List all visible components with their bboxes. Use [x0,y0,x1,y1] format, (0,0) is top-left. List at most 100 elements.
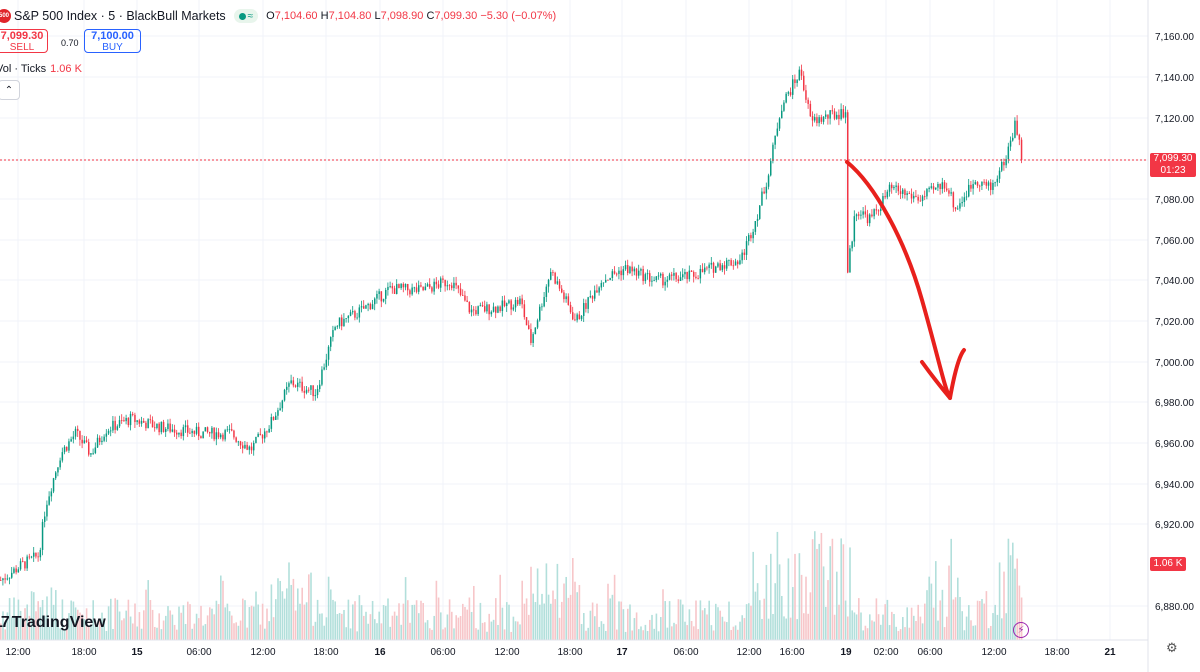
price-tick-label: 7,160.00 [1155,32,1194,43]
volume-bar [583,613,585,640]
price-axis[interactable]: 7,160.007,140.007,120.007,100.007,080.00… [1155,32,1194,613]
candle-body [213,427,215,440]
volume-bar [46,596,48,640]
volume-bar [998,562,1001,640]
time-tick-label: 16 [374,647,386,658]
volume-bar [631,630,633,640]
volume-bar [594,616,596,640]
candle-body [653,280,655,281]
price-tick-label: 7,080.00 [1155,195,1194,206]
candle-body [371,304,374,310]
candle-body [345,318,347,319]
volume-bar [523,603,526,640]
candle-body [695,276,697,278]
symbol-title[interactable]: S&P 500 Index · 5 · BlackBull Markets [14,9,226,23]
volume-bar [257,604,259,640]
candle-body [134,414,136,423]
volume-bar [721,616,724,640]
candle-body [88,441,90,455]
volume-bar [360,605,363,640]
candle-body [706,267,708,269]
volume-bar [818,543,820,640]
gear-icon[interactable]: ⚙ [1166,640,1178,655]
candle-body [41,521,44,550]
volume-bar [574,581,576,640]
candle-body [730,260,732,266]
candle-body [578,314,581,320]
volume-bar [708,600,710,640]
volume-bar [554,599,556,640]
volume-legend[interactable]: Vol · Ticks 1.06 K [0,63,82,75]
volume-bar [855,614,858,640]
candle-body [752,231,754,239]
volume-bar [338,613,341,640]
candle-body [114,420,116,430]
volume-bar [649,619,651,640]
candle-body [822,116,825,122]
volume-bar [314,621,317,640]
volume-bar [275,599,277,640]
volume-bar [783,616,785,640]
candle-body [217,432,220,438]
candle-body [833,111,836,119]
volume-bar [464,606,466,640]
tradingview-logo[interactable]: 17 TradingView [0,614,106,632]
candle-body [935,187,937,190]
market-status-badge[interactable]: ≈ [233,9,259,23]
volume-bar [842,544,845,640]
volume-bar [862,630,864,640]
change-value: −5.30 (−0.07%) [480,10,557,22]
candle-body [354,311,356,318]
candle-body [523,304,526,318]
volume-bar [915,620,917,640]
candle-body [202,431,204,439]
candle-body [937,184,939,188]
volume-bar [283,598,286,640]
volume-bar [688,609,691,640]
volume-bar [710,625,713,640]
volume-bar [585,630,587,640]
volume-bar [462,603,464,640]
candle-body [717,263,719,267]
candle-body [785,93,787,103]
volume-bar [695,600,697,640]
volume-bar [253,606,255,640]
volume-bar [822,566,825,640]
volume-bar [292,578,295,640]
volume-bar [286,588,288,640]
lightning-icon[interactable]: ⚡ [1013,622,1029,638]
volume-bar [398,603,400,640]
volume-bar [816,548,818,640]
sell-button[interactable]: 7,099.30 SELL [0,29,48,53]
candle-body [858,214,860,216]
volume-bar [77,609,79,640]
volume-bar [189,604,191,640]
candle-body [422,286,424,291]
candle-body [99,437,101,443]
time-axis[interactable]: 12:00 18:00 15 06:00 12:00 18:00 16 06:00 12:00 1… [5,647,1116,658]
candle-body [770,161,772,176]
candle-body [308,389,310,391]
volume-bar [772,614,774,640]
price-tick-label: 7,140.00 [1155,73,1194,84]
candle-body [11,572,13,578]
candle-body [57,467,59,473]
market-open-dot-icon [238,12,246,20]
price-tick-label: 6,920.00 [1155,520,1194,531]
buy-button[interactable]: 7,100.00 BUY [84,29,141,53]
candle-body [385,289,387,299]
candle-body [92,453,94,454]
candle-body [492,306,495,312]
collapse-legend-button[interactable]: ⌃ [0,80,20,100]
volume-bar [974,625,977,640]
candle-body [334,327,336,331]
volume-bar [882,614,884,640]
volume-bar [849,547,851,640]
candle-body [952,192,955,208]
volume-bar [435,580,438,640]
candle-body [514,299,517,308]
candle-body [341,317,343,327]
volume-bar [182,605,185,640]
candle-body [609,277,611,280]
